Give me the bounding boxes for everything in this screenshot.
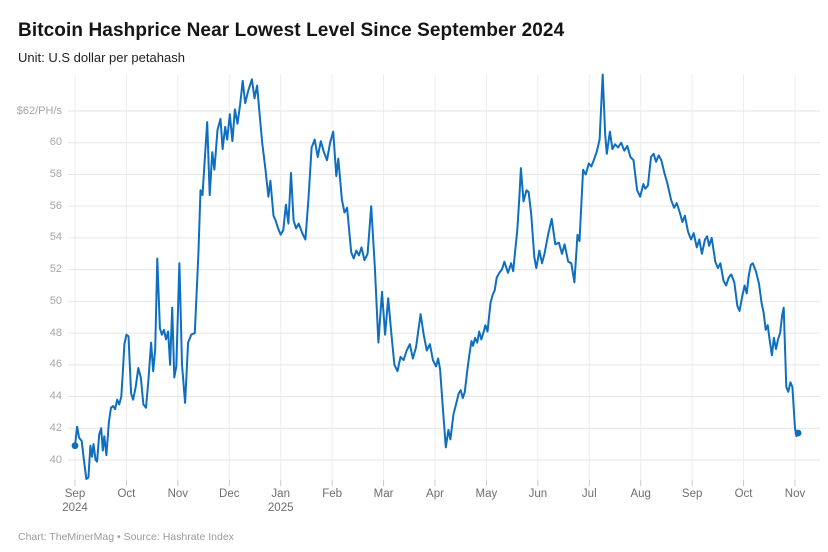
y-axis-label: 46 — [49, 358, 62, 371]
y-axis-label: 44 — [49, 390, 62, 403]
x-axis-label: Oct — [734, 488, 753, 500]
chart-subtitle: Unit: U.S dollar per petahash — [18, 50, 185, 65]
x-axis-label: Sep — [681, 488, 703, 500]
y-axis-label: 42 — [49, 421, 62, 434]
y-axis-label: 60 — [49, 136, 62, 149]
hashprice-line — [74, 73, 800, 480]
y-axis-label: 52 — [49, 263, 62, 276]
x-axis-label: Jul — [581, 488, 597, 500]
y-axis-label: 58 — [49, 167, 62, 180]
x-axis-year: 2025 — [267, 502, 294, 514]
x-axis-label: Nov — [167, 488, 189, 500]
x-axis-label: Nov — [784, 488, 806, 500]
y-axis-label: 40 — [49, 453, 62, 466]
x-axis-label: Aug — [630, 488, 651, 500]
y-axis-label: 56 — [49, 199, 62, 212]
x-axis-label: Jan 2025 — [255, 487, 307, 515]
x-axis-year: 2024 — [62, 502, 88, 514]
x-axis-label: Dec — [219, 488, 240, 500]
y-axis-label: $62/PH/s — [16, 104, 62, 117]
x-axis-label: May — [475, 488, 498, 500]
chart-title: Bitcoin Hashprice Near Lowest Level Sinc… — [18, 20, 565, 41]
x-axis-label: Apr — [426, 488, 444, 500]
chart-credit: Chart: TheMinerMag • Source: Hashrate In… — [18, 531, 234, 543]
last-point-marker — [794, 429, 802, 437]
x-axis-label: Jun — [528, 488, 548, 500]
x-axis-label: Sep 2024 — [49, 487, 101, 515]
y-axis-label: 54 — [49, 231, 62, 244]
x-axis-label: Oct — [117, 488, 136, 500]
first-point-marker — [71, 442, 79, 450]
x-axis-label: Mar — [373, 488, 394, 500]
y-axis-label: 48 — [49, 326, 62, 339]
y-axis-label: 50 — [49, 294, 62, 307]
x-axis-label: Feb — [322, 488, 343, 500]
